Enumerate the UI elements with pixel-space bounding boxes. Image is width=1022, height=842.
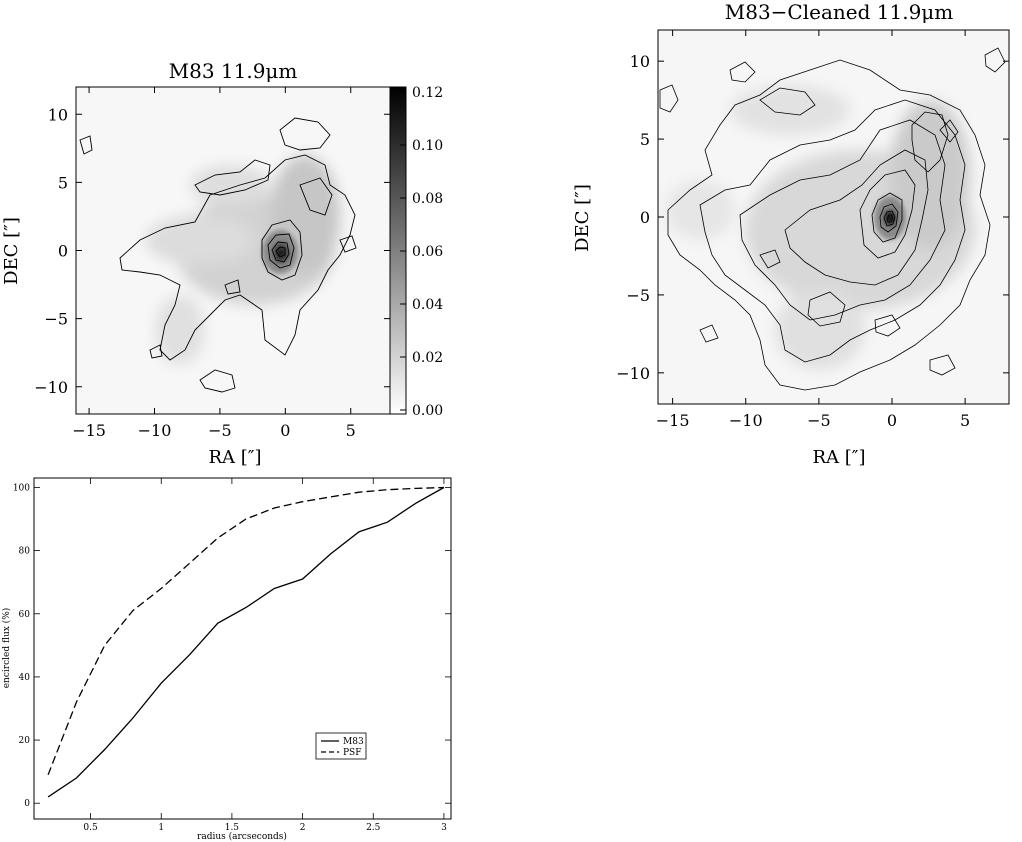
panel-a-ytick-label: −10 [34,378,68,397]
panel-cleaned-image: M83−Cleaned 11.9μm [572,0,1010,468]
panel-c-xtick-label: 1 [158,823,164,833]
panel-a-ytick-label: 10 [48,105,68,124]
panel-a-xtick-label: −10 [138,421,172,440]
panel-a-axes: −15 −10 −5 0 5 −10 −5 0 5 10 [34,87,390,440]
panel-a-ytick-label: 5 [58,173,68,192]
panel-b-xtick-label: −10 [729,411,763,430]
panel-c-frame [33,477,452,820]
panel-a-xtick-label: 0 [280,421,290,440]
panel-c-xtick-label: 0.5 [83,823,98,833]
panel-b-title: M83−Cleaned 11.9μm [725,0,954,24]
panel-c-ytick-label: 0 [24,799,30,809]
panel-b-image [658,30,1009,404]
panel-c-xtick-label: 1.5 [225,823,240,833]
colorbar-tick-label: 0.12 [412,85,443,101]
panel-a-xtick-label: −15 [72,421,106,440]
panel-b-ytick-label: −5 [626,286,650,305]
panel-b-ytick-label: −10 [616,364,650,383]
panel-encircled-flux: 0.5 1 1.5 2 2.5 3 0 20 40 60 80 100 radius (arcseco… [1,477,452,842]
panel-b-nucleus [874,196,906,240]
series-line-m83 [47,486,445,798]
colorbar-tick-label: 0.04 [412,297,443,313]
panel-b-xtick-label: 0 [887,411,897,430]
panel-b-ylabel: DEC [″] [572,184,593,252]
colorbar-tick-label: 0.08 [412,191,443,207]
legend-label-m83: M83 [343,737,364,747]
panel-c-xlabel: radius (arcseconds) [197,831,287,842]
series-line-psf [47,486,444,776]
panel-a-contours [79,117,357,393]
panel-c-lines [47,486,445,798]
panel-c-xtick-label: 2.5 [366,823,381,833]
panel-c-ylabel: encircled flux (%) [1,608,12,689]
panel-c-ytick-label: 100 [13,483,30,493]
panel-a-xtick-label: 5 [346,421,356,440]
panel-a-ytick-label: −5 [44,310,68,329]
panel-a-ylabel: DEC [″] [1,217,22,285]
panel-b-axes: −15 −10 −5 0 5 −10 −5 0 5 10 [616,30,1009,430]
panel-c-xtick-label: 3 [441,823,447,833]
panel-a-title: M83 11.9μm [169,59,298,83]
panel-b-ytick-label: 10 [630,52,650,71]
legend: M83 PSF [315,732,367,760]
panel-c-ytick-label: 40 [19,673,31,683]
colorbar-tick-label: 0.10 [412,138,443,154]
panel-m83-image: M83 11.9μm [1,59,443,468]
panel-b-xtick-label: −5 [807,411,831,430]
panel-c-ytick-label: 20 [19,736,31,746]
panel-c-axes: 0.5 1 1.5 2 2.5 3 0 20 40 60 80 100 [13,478,451,833]
panel-b-emission [665,85,975,370]
legend-label-psf: PSF [343,748,361,758]
panel-c-ytick-label: 80 [19,547,31,557]
panel-a-xlabel: RA [″] [208,447,261,468]
panel-b-contours [659,47,1006,391]
panel-c-xtick-label: 2 [300,823,306,833]
colorbar-tick-label: 0.02 [412,350,443,366]
panel-b-xtick-label: 5 [960,411,970,430]
panel-b-ytick-label: 0 [640,208,650,227]
colorbar-tick-label: 0.00 [412,403,443,419]
panel-b-xlabel: RA [″] [812,447,865,468]
panel-a-ytick-label: 0 [58,242,68,261]
legend-box [315,732,367,760]
panel-b-xtick-label: −15 [656,411,690,430]
panel-a-emission [145,155,340,365]
panel-c-ytick-label: 60 [19,610,31,620]
panel-a-xtick-label: −5 [208,421,232,440]
colorbar-tick-label: 0.06 [412,244,443,260]
panel-b-ytick-label: 5 [640,130,650,149]
colorbar-ticks: 0.12 0.10 0.08 0.06 0.04 0.02 0.00 [400,85,443,419]
panel-a-image [76,87,390,414]
